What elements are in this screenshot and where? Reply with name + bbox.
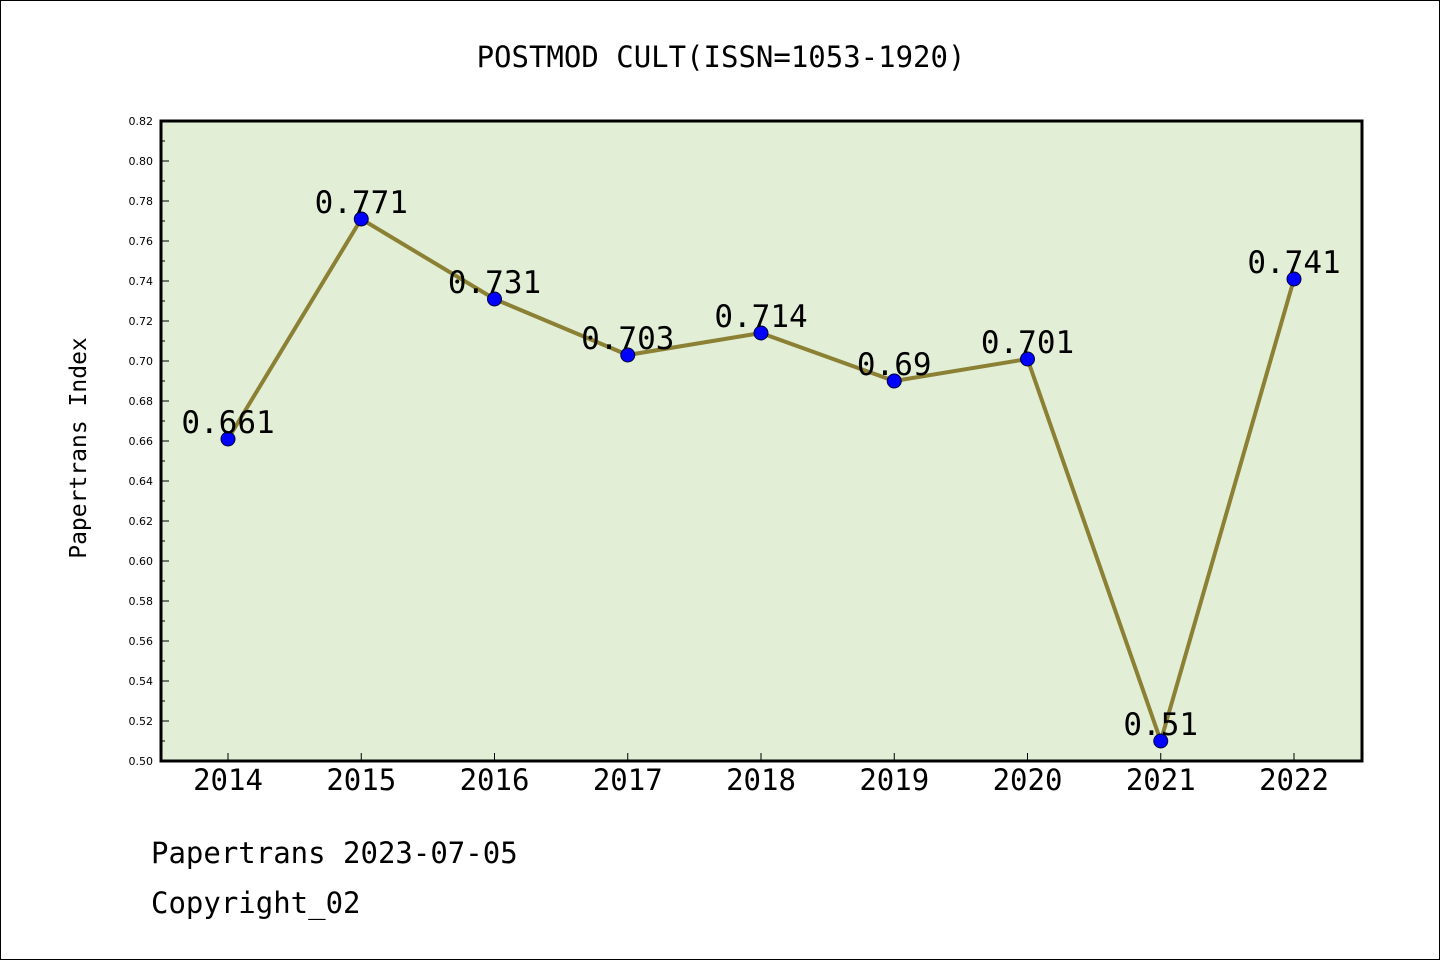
data-point [1153,733,1169,749]
data-label: 0.51 [1123,707,1198,743]
x-tick-label: 2015 [326,763,396,797]
chart-title: POSTMOD CULT(ISSN=1053-1920) [477,40,966,74]
data-point [353,211,369,227]
data-label: 0.701 [981,325,1074,361]
x-tick-label: 2019 [859,763,929,797]
y-tick-label: 0.74 [129,275,154,288]
y-tick-label: 0.82 [129,115,154,128]
x-tick-label: 2016 [460,763,530,797]
data-point [753,325,769,341]
y-tick-label: 0.60 [129,555,154,568]
footer-date: Papertrans 2023-07-05 [151,836,518,870]
data-label: 0.69 [857,347,932,383]
y-tick-label: 0.78 [129,195,154,208]
data-point [220,431,236,447]
x-axis: 2014 2015 2016 2017 2018 2019 2020 2021 2022 [193,753,1329,797]
data-point [1286,271,1302,287]
y-tick-label: 0.72 [129,315,154,328]
x-tick-label: 2022 [1259,763,1329,797]
y-tick-label: 0.68 [129,395,154,408]
data-label: 0.771 [315,185,408,221]
x-tick-label: 2020 [993,763,1063,797]
y-tick-label: 0.52 [129,715,154,728]
data-label: 0.703 [581,321,674,357]
data-point [1020,351,1035,367]
data-markers [220,211,1302,749]
y-tick-label: 0.58 [129,595,154,608]
y-tick-label: 0.50 [129,755,154,768]
y-axis-label: Papertrans Index [66,337,92,559]
plot-border [159,119,1364,763]
data-label: 0.741 [1247,245,1340,281]
y-tick-label: 0.70 [129,355,154,368]
data-labels: 0.661 0.771 0.731 0.703 0.714 0.69 0.701 0.51 0.… [181,185,1340,743]
y-tick-label: 0.64 [129,475,154,488]
x-tick-label: 2021 [1126,763,1196,797]
plot-area [161,121,1362,761]
y-tick-label: 0.54 [129,675,154,688]
data-point [487,291,502,307]
y-tick-label: 0.62 [129,515,154,528]
x-tick-label: 2017 [593,763,663,797]
y-axis: 0.50 0.52 0.54 0.56 0.58 0.60 0.62 0.64 0.66 0.68… [129,115,169,768]
x-tick-label: 2014 [193,763,263,797]
x-tick-label: 2018 [726,763,796,797]
data-point [886,373,902,389]
data-point [620,347,636,363]
data-label: 0.661 [181,405,274,441]
y-tick-label: 0.66 [129,435,154,448]
y-tick-label: 0.76 [129,235,154,248]
data-label: 0.714 [714,299,807,335]
data-label: 0.731 [448,265,541,301]
footer-copyright: Copyright_02 [151,886,361,920]
y-tick-label: 0.56 [129,635,154,648]
y-tick-label: 0.80 [129,155,154,168]
